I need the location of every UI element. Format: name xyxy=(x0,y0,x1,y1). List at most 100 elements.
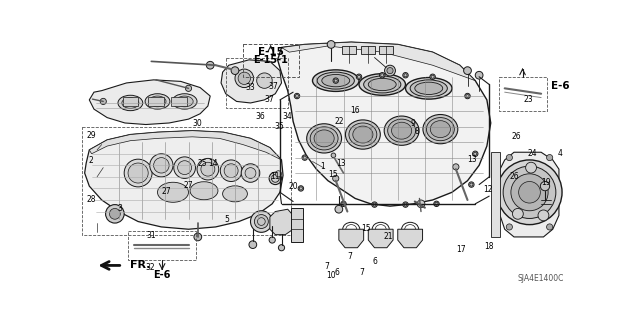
Ellipse shape xyxy=(349,123,377,146)
Circle shape xyxy=(245,168,256,178)
Circle shape xyxy=(547,154,553,161)
Bar xyxy=(342,46,356,54)
Text: 1: 1 xyxy=(320,162,325,171)
Text: 29: 29 xyxy=(86,131,95,140)
Circle shape xyxy=(327,41,335,48)
Polygon shape xyxy=(270,209,293,235)
Text: 26: 26 xyxy=(509,172,519,182)
Text: 12: 12 xyxy=(483,185,492,194)
Text: 23: 23 xyxy=(524,95,534,104)
Circle shape xyxy=(497,160,562,225)
Circle shape xyxy=(506,154,513,161)
Text: 14: 14 xyxy=(209,159,218,167)
Ellipse shape xyxy=(157,182,189,202)
Circle shape xyxy=(333,175,339,182)
Circle shape xyxy=(335,205,343,213)
Circle shape xyxy=(124,159,152,187)
Ellipse shape xyxy=(353,126,373,143)
Text: E-15: E-15 xyxy=(258,47,284,57)
Ellipse shape xyxy=(149,96,166,107)
Circle shape xyxy=(547,224,553,230)
Text: 37: 37 xyxy=(264,95,274,104)
Circle shape xyxy=(403,202,408,207)
Ellipse shape xyxy=(223,186,248,202)
Bar xyxy=(499,77,547,111)
Polygon shape xyxy=(278,42,491,206)
Text: 9: 9 xyxy=(411,119,416,128)
Circle shape xyxy=(269,172,282,185)
Ellipse shape xyxy=(172,94,197,109)
Circle shape xyxy=(430,74,435,79)
Bar xyxy=(491,152,500,237)
Text: 13: 13 xyxy=(337,159,346,167)
Circle shape xyxy=(518,182,540,203)
Polygon shape xyxy=(368,229,393,248)
Circle shape xyxy=(513,208,524,219)
Circle shape xyxy=(465,93,470,99)
Bar xyxy=(360,46,374,54)
Text: 19: 19 xyxy=(541,178,550,187)
Polygon shape xyxy=(90,80,210,124)
Ellipse shape xyxy=(388,119,415,142)
Text: E-15-1: E-15-1 xyxy=(253,55,288,65)
Circle shape xyxy=(503,166,556,219)
Circle shape xyxy=(298,186,303,191)
Text: 8: 8 xyxy=(415,127,419,136)
Ellipse shape xyxy=(317,72,355,89)
Circle shape xyxy=(250,211,272,232)
Ellipse shape xyxy=(310,127,338,150)
Circle shape xyxy=(109,208,120,219)
Ellipse shape xyxy=(346,120,380,149)
Circle shape xyxy=(476,71,483,79)
Circle shape xyxy=(434,201,439,206)
Circle shape xyxy=(511,174,548,211)
Polygon shape xyxy=(397,229,422,248)
Circle shape xyxy=(333,78,339,83)
Circle shape xyxy=(150,154,173,177)
Polygon shape xyxy=(339,229,364,248)
Text: 10: 10 xyxy=(326,271,336,280)
Text: 36: 36 xyxy=(255,112,265,121)
Text: 27: 27 xyxy=(184,181,193,190)
Ellipse shape xyxy=(176,96,193,107)
Text: 11: 11 xyxy=(271,172,280,182)
Circle shape xyxy=(201,162,215,176)
Ellipse shape xyxy=(307,124,342,153)
Circle shape xyxy=(452,164,459,170)
Polygon shape xyxy=(90,131,282,160)
Text: 6: 6 xyxy=(334,268,339,277)
Ellipse shape xyxy=(392,122,412,139)
Text: 15: 15 xyxy=(361,224,371,233)
Circle shape xyxy=(174,157,195,178)
Ellipse shape xyxy=(423,115,458,144)
Text: 18: 18 xyxy=(484,242,494,251)
Circle shape xyxy=(254,215,268,228)
Bar xyxy=(81,127,291,235)
Circle shape xyxy=(257,73,272,88)
Circle shape xyxy=(463,67,472,74)
Text: 21: 21 xyxy=(384,233,393,241)
Text: 37: 37 xyxy=(268,82,278,91)
Circle shape xyxy=(387,68,393,74)
Circle shape xyxy=(100,98,106,105)
Ellipse shape xyxy=(122,98,139,108)
Text: 31: 31 xyxy=(147,231,156,240)
Text: 15: 15 xyxy=(328,170,337,179)
Bar xyxy=(123,97,138,106)
Bar xyxy=(243,44,298,77)
Ellipse shape xyxy=(118,95,143,111)
Text: 20: 20 xyxy=(288,182,298,191)
Text: 7: 7 xyxy=(360,268,365,277)
Circle shape xyxy=(525,162,536,173)
Ellipse shape xyxy=(368,78,396,91)
Circle shape xyxy=(178,161,191,174)
Circle shape xyxy=(403,72,408,78)
Text: 4: 4 xyxy=(557,149,562,158)
Circle shape xyxy=(194,233,202,241)
Text: 3: 3 xyxy=(118,204,123,213)
Circle shape xyxy=(224,164,238,178)
Circle shape xyxy=(340,201,346,206)
Text: 28: 28 xyxy=(86,195,95,204)
Ellipse shape xyxy=(314,130,334,147)
Ellipse shape xyxy=(322,74,349,87)
